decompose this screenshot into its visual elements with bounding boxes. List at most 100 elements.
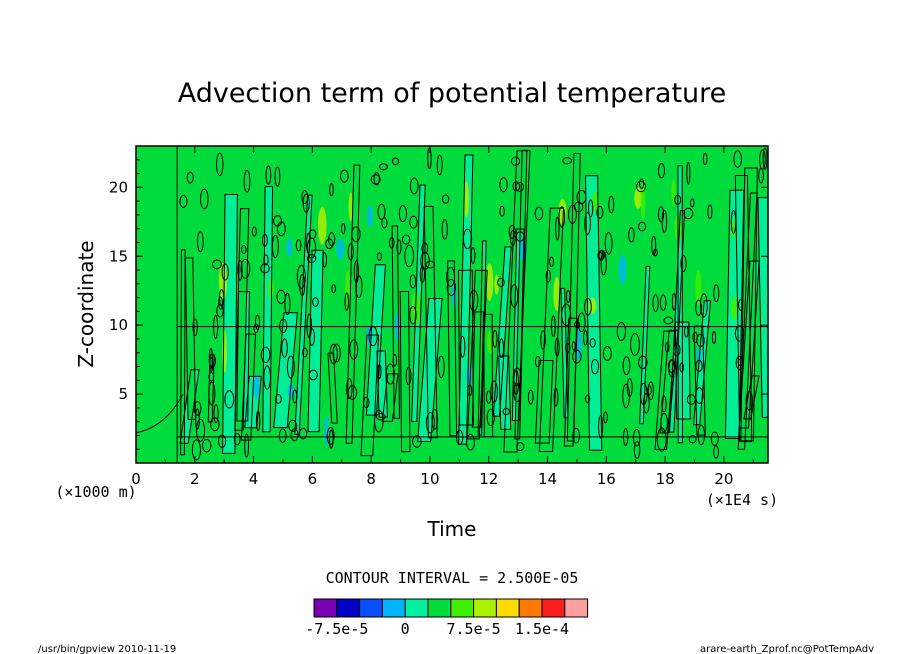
contour-ring <box>347 385 358 400</box>
contour-ring <box>441 218 448 240</box>
x-tick-label: 2 <box>190 470 200 488</box>
contour-ring <box>697 424 706 446</box>
contour-band <box>493 246 512 417</box>
contour-ring <box>309 328 315 346</box>
contour-blob <box>695 270 702 306</box>
contour-ring <box>639 382 648 406</box>
contour-band <box>294 195 313 435</box>
contour-ring <box>199 188 209 210</box>
contour-ring <box>331 284 336 294</box>
contour-blob <box>367 205 373 227</box>
contour-ring <box>274 166 281 187</box>
contour-line <box>447 260 458 437</box>
contour-ring <box>201 438 212 453</box>
contour-ring <box>224 390 235 409</box>
contour-ring <box>396 239 402 255</box>
y-axis-unit: (×1000 m) <box>55 483 136 501</box>
contour-ring <box>510 284 519 308</box>
contour-ring <box>695 387 704 404</box>
contour-ring <box>485 390 492 404</box>
contour-ring <box>596 205 604 219</box>
contour-ring <box>512 367 522 386</box>
contour-line <box>327 352 338 424</box>
contour-line <box>307 249 324 433</box>
plot-frame <box>135 145 769 464</box>
contour-line <box>560 287 569 419</box>
x-tick-label: 10 <box>420 470 439 488</box>
y-axis-ticks: 5 10 15 20 <box>109 159 768 450</box>
contour-band <box>273 312 298 428</box>
contour-ring <box>208 381 216 406</box>
y-tick-label: 5 <box>118 385 128 403</box>
contour-ring <box>401 234 411 245</box>
contour-ring <box>419 265 426 283</box>
contour-band <box>366 264 386 416</box>
x-axis-ticks: 0 2 4 6 8 10 12 14 16 18 20 <box>131 146 754 488</box>
x-tick-label: 14 <box>538 470 557 488</box>
colorbar-label: 7.5e-5 <box>447 620 501 638</box>
contour-line <box>503 150 531 453</box>
contour-ring <box>604 232 613 255</box>
contour-band <box>567 153 581 442</box>
y-axis-label: Z-coordinate <box>74 240 98 367</box>
x-tick-label: 18 <box>656 470 675 488</box>
contour-ring <box>598 415 604 439</box>
contour-ring <box>492 329 498 348</box>
contour-blob <box>336 238 345 260</box>
contour-ring <box>758 167 764 184</box>
contour-ring <box>240 258 251 279</box>
contour-ring <box>301 190 309 205</box>
contour-ring <box>730 209 737 234</box>
contour-ring <box>237 259 243 281</box>
contour-ring <box>564 343 571 353</box>
contour-ring <box>186 171 194 184</box>
y-tick-label: 15 <box>109 247 128 265</box>
contour-line <box>273 312 298 429</box>
contour-ring <box>713 445 720 459</box>
contour-ring <box>733 150 742 168</box>
contour-ring <box>263 365 271 390</box>
contour-ring <box>295 239 302 252</box>
contour-ring <box>213 404 219 424</box>
contour-ring <box>179 194 188 208</box>
contour-ring <box>332 343 341 363</box>
contour-ring <box>312 297 319 307</box>
contour-ring <box>466 433 475 451</box>
contour-band <box>327 353 338 424</box>
contour-ring <box>657 163 665 179</box>
contour-ring <box>508 224 516 239</box>
contour-ring <box>584 212 591 235</box>
contour-ring <box>221 263 229 281</box>
contour-ring <box>302 347 308 358</box>
contour-ring <box>661 395 667 413</box>
contour-ring <box>566 289 571 304</box>
colorbar-swatch <box>473 598 497 618</box>
contour-band <box>234 208 249 431</box>
contour-band <box>180 249 186 455</box>
contour-ring <box>647 385 652 396</box>
contour-band <box>400 291 410 452</box>
contour-ring <box>290 428 299 442</box>
contour-ring <box>527 389 534 405</box>
contour-line <box>345 164 361 444</box>
contour-ring <box>373 172 380 186</box>
contour-ring <box>737 358 745 367</box>
contour-ring <box>589 338 596 348</box>
contour-ring <box>568 204 577 224</box>
contour-ring <box>516 442 525 452</box>
contour-ring <box>260 263 270 274</box>
contour-line <box>743 375 760 420</box>
contour-ring <box>241 245 247 255</box>
contour-ring <box>255 410 261 432</box>
contour-ring <box>680 255 687 272</box>
contour-line <box>674 321 691 420</box>
contour-ring <box>657 206 665 223</box>
contour-ring <box>376 252 382 261</box>
contour-ring <box>510 156 521 166</box>
contour-line <box>262 186 274 433</box>
contour-ring <box>534 206 544 221</box>
contour-ring <box>446 278 456 296</box>
colorbar-swatch <box>518 598 543 618</box>
contour-line <box>423 205 438 439</box>
contour-ring <box>208 347 213 370</box>
